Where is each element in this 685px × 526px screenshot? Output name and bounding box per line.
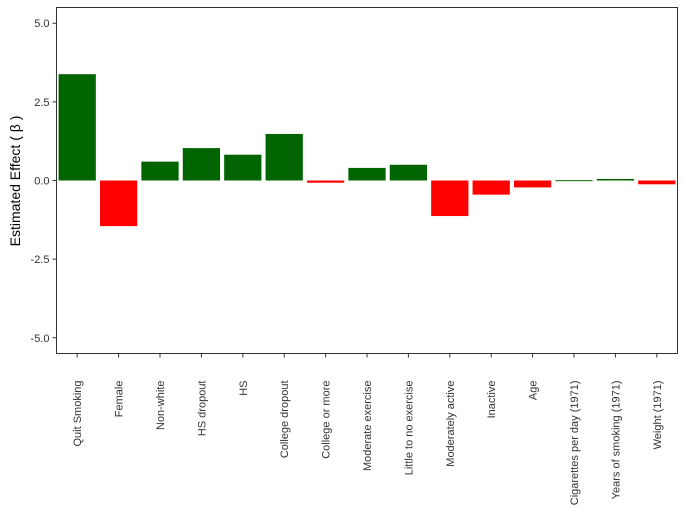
x-tick-label: College dropout [279, 381, 291, 459]
x-tick-label: HS [238, 381, 250, 396]
y-tick-label: 5.0 [34, 18, 49, 30]
bar [513, 180, 552, 188]
bar [431, 180, 469, 217]
x-tick-label: HS dropout [196, 381, 208, 437]
y-tick-label: -2.5 [31, 254, 50, 266]
x-tick-label: Cigarettes per day (1971) [569, 381, 581, 506]
y-axis: 5.0 2.5 0.0 -2.5 -5.0 [31, 18, 57, 345]
x-tick-label: Female [114, 381, 126, 418]
x-tick-label: Moderately active [445, 381, 457, 467]
x-tick-label: Quit Smoking [72, 381, 84, 447]
bar [224, 154, 262, 181]
x-tick-label: Little to no exercise [403, 381, 415, 476]
x-tick-label: Weight (1971) [652, 381, 664, 450]
bar [58, 74, 96, 181]
bar [638, 180, 676, 185]
bar [265, 133, 303, 181]
x-tick-label: Age [528, 381, 540, 401]
bar [141, 161, 179, 181]
x-tick-label: Inactive [486, 381, 498, 419]
bar [348, 167, 386, 181]
x-tick-label: College or more [321, 381, 333, 459]
bar [555, 180, 593, 182]
bar [99, 180, 138, 227]
x-tick-label: Non-white [155, 381, 167, 431]
bar [389, 164, 428, 181]
y-tick-label: -5.0 [31, 333, 50, 345]
x-tick-label: Years of smoking (1971) [610, 381, 622, 500]
bars [58, 74, 676, 227]
plot-panel-border [56, 7, 678, 354]
y-axis-label: Estimated Effect ( β ) [7, 116, 23, 247]
bar [306, 180, 345, 183]
bar [472, 180, 510, 195]
x-axis: Quit Smoking Female Non-white HS dropout HS C… [72, 353, 664, 506]
x-tick-label: Moderate exercise [362, 381, 374, 472]
bar [596, 178, 635, 181]
y-tick-label: 0.0 [34, 176, 49, 188]
y-tick-label: 2.5 [34, 97, 49, 109]
bar [182, 148, 221, 181]
